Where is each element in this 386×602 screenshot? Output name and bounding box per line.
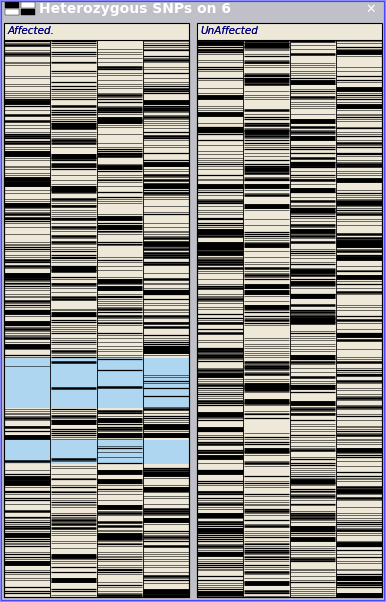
Text: Heterozygous SNPs on 6: Heterozygous SNPs on 6 [39,2,230,16]
Bar [197,40,382,597]
Bar [21,2,35,8]
Text: UnAffected: UnAffected [201,26,259,36]
Bar [197,23,382,597]
Text: Affected.: Affected. [8,26,54,36]
Bar [5,2,19,8]
Text: Affected.: Affected. [8,26,54,36]
Bar [4,358,189,408]
Bar [4,440,189,464]
Text: UnAffected: UnAffected [201,26,259,36]
Bar [5,9,19,15]
Bar [4,23,189,597]
Text: ✕: ✕ [365,2,376,16]
Bar [4,40,189,597]
Bar [21,9,35,15]
